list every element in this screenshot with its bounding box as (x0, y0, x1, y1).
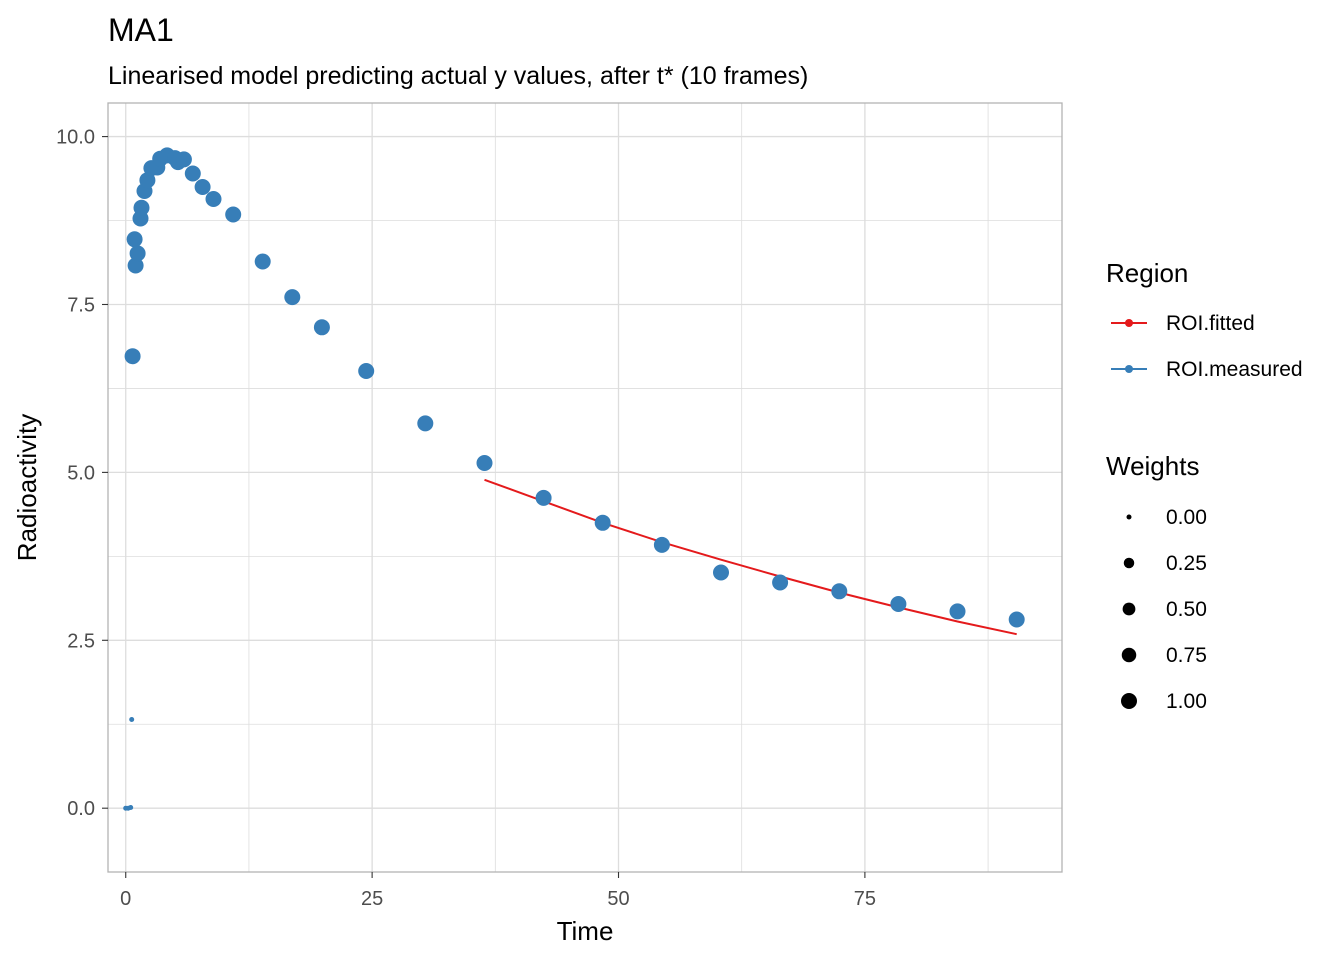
x-tick-label: 25 (361, 888, 383, 910)
fitted-line (484, 478, 1017, 636)
y-tick-label: 10.0 (56, 127, 95, 149)
measured-point (594, 514, 611, 531)
legend-weight-dot (1123, 557, 1135, 569)
measured-point (417, 415, 434, 432)
measured-point (535, 489, 552, 506)
legend-weights-title: Weights (1106, 451, 1199, 481)
legend-key-dot (1125, 365, 1133, 373)
y-tick-label: 7.5 (67, 294, 95, 316)
measured-point (124, 348, 141, 365)
legend-weight-label: 0.75 (1166, 644, 1207, 667)
fitted-series (484, 478, 1017, 636)
legend-region-title: Region (1106, 258, 1188, 288)
grid-lines (108, 103, 1062, 872)
measured-point (831, 583, 848, 600)
legend-weight-dot (1121, 693, 1137, 709)
y-tick-label: 0.0 (67, 798, 95, 820)
measured-point (713, 564, 729, 581)
measured-series (123, 147, 1025, 811)
measured-point (184, 165, 201, 182)
measured-point (358, 363, 375, 379)
legend-weight-dot (1121, 647, 1137, 663)
legend-key-dot (1125, 319, 1133, 327)
measured-point (129, 717, 135, 722)
legend-region-label: ROI.fitted (1166, 312, 1255, 335)
legend-weight-label: 0.25 (1166, 552, 1207, 575)
measured-point (476, 455, 493, 471)
legend-weight-dot (1126, 514, 1132, 520)
measured-point (653, 536, 670, 553)
measured-point (128, 805, 134, 810)
measured-point (129, 245, 146, 262)
x-axis-title: Time (557, 916, 614, 946)
measured-point (133, 199, 150, 216)
measured-point (139, 172, 156, 189)
y-tick-label: 5.0 (67, 462, 95, 484)
measured-point (194, 179, 211, 195)
measured-point (175, 151, 192, 168)
legend-region-items: ROI.fitted ROI.measured (1111, 312, 1303, 381)
legend-weight-label: 0.50 (1166, 598, 1207, 621)
legend: Region ROI.fitted ROI.measured Weights 0.… (1106, 258, 1303, 713)
measured-point (1008, 611, 1025, 628)
y-axis: 0.0 2.5 5.0 7.5 10.0 (56, 127, 108, 820)
measured-point (772, 574, 789, 591)
legend-weight-dot (1122, 602, 1136, 616)
x-axis: 0 25 50 75 (120, 872, 876, 910)
measured-point (225, 206, 242, 223)
x-tick-label: 75 (854, 888, 876, 910)
plot-panel (107, 102, 1063, 873)
measured-point (284, 289, 301, 306)
x-tick-label: 50 (607, 888, 629, 910)
y-axis-title: Radioactivity (12, 414, 42, 561)
x-tick-label: 0 (120, 888, 131, 910)
legend-weight-label: 1.00 (1166, 690, 1207, 713)
legend-weight-label: 0.00 (1166, 506, 1207, 529)
chart-subtitle: Linearised model predicting actual y val… (108, 62, 808, 90)
y-tick-label: 2.5 (67, 630, 95, 652)
measured-point (205, 191, 222, 207)
measured-point (313, 319, 330, 336)
panel-border (107, 102, 1063, 873)
measured-point (126, 231, 143, 248)
legend-weights-items: 0.00 0.25 0.50 0.75 1.00 (1121, 506, 1207, 713)
measured-point (890, 596, 907, 612)
measured-point (949, 603, 966, 620)
measured-point (127, 257, 144, 274)
measured-point (254, 253, 271, 270)
legend-region-label: ROI.measured (1166, 358, 1303, 381)
chart-title: MA1 (108, 12, 174, 48)
